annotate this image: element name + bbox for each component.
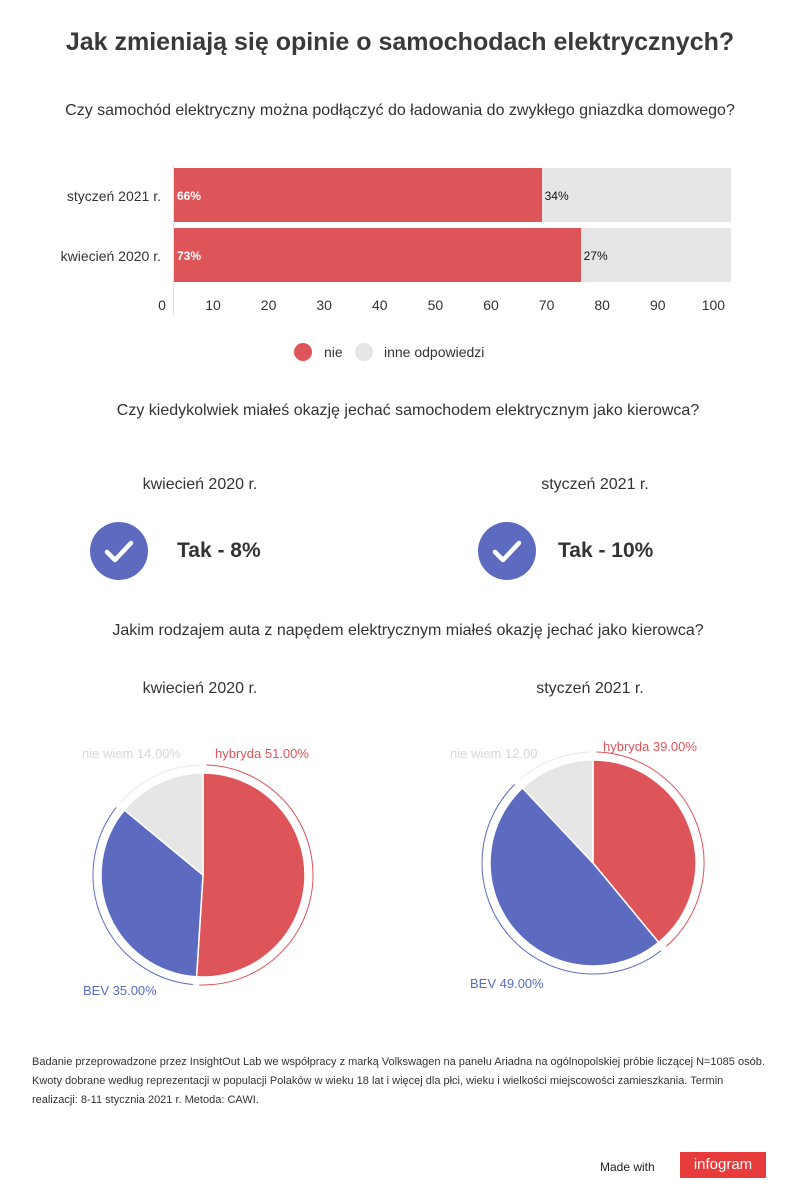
legend-label-nie: nie — [324, 344, 343, 360]
bar-category-label: styczeń 2021 r. — [66, 188, 161, 204]
bar-value-label: 66% — [177, 189, 202, 203]
legend-swatch-inne — [355, 343, 373, 361]
pie-data-label: BEV 35.00% — [83, 983, 157, 998]
x-tick-label: 50 — [427, 297, 444, 313]
bar-chart-title: Czy samochód elektryczny można podłączyć… — [65, 102, 735, 119]
pie-slice-nie-wiem — [521, 759, 594, 865]
bar-value-label: 27% — [583, 249, 608, 263]
pie-data-label: nie wiem 12.00 — [450, 746, 537, 761]
page-title: Jak zmieniają się opinie o samochodach e… — [65, 28, 735, 56]
x-tick-label: 20 — [260, 297, 277, 313]
pie-slice-bracket — [519, 751, 590, 781]
made-with-label: Made with — [600, 1160, 655, 1174]
axis-line — [173, 165, 174, 315]
pie-slice-BEV — [489, 786, 660, 967]
period-label: kwiecień 2020 r. — [142, 476, 258, 493]
pie-data-label: hybryda 39.00% — [603, 739, 697, 754]
x-tick-label: 10 — [205, 297, 221, 313]
pie-data-label: BEV 49.00% — [470, 976, 544, 991]
pie-slice-bracket — [481, 784, 662, 975]
pie-slice-hybryda — [592, 759, 697, 944]
result-value: Tak - 8% — [177, 539, 261, 562]
x-tick-label: 30 — [316, 297, 332, 313]
driver-question-title: Czy kiedykolwiek miałeś okazję jechać sa… — [116, 402, 700, 419]
result-value: Tak - 10% — [558, 539, 654, 562]
pie-question-title: Jakim rodzajem auta z napędem elektryczn… — [112, 622, 704, 639]
legend-swatch-nie — [294, 343, 312, 361]
period-label: styczeń 2021 r. — [541, 476, 649, 493]
bar-category-label: kwiecień 2020 r. — [60, 248, 161, 264]
check-circle-icon — [478, 522, 536, 580]
pie-slice-bracket — [92, 807, 193, 986]
x-tick-label: 60 — [483, 297, 499, 313]
pie-slice-bracket — [596, 751, 705, 947]
check-circle-icon — [90, 522, 148, 580]
pie-slice-hybryda — [195, 772, 306, 978]
pie-data-label: hybryda 51.00% — [215, 746, 309, 761]
bar-track — [174, 228, 731, 282]
pie-data-label: nie wiem 14.00% — [82, 746, 181, 761]
pie-slice-nie-wiem — [123, 772, 204, 877]
bar-track — [174, 168, 731, 222]
x-tick-label: 80 — [594, 297, 610, 313]
pie-slice-bracket — [120, 764, 200, 803]
bar-nie — [174, 168, 542, 222]
infogram-logo[interactable]: infogram — [680, 1152, 766, 1178]
pie-title: kwiecień 2020 r. — [142, 680, 258, 697]
bar-value-label: 34% — [544, 189, 569, 203]
pie-title: styczeń 2021 r. — [536, 680, 644, 697]
pie-charts: hybryda 51.00%BEV 35.00%nie wiem 14.00% … — [82, 739, 705, 998]
x-tick-label: 90 — [650, 297, 666, 313]
bar-nie — [174, 228, 581, 282]
x-tick-label: 70 — [538, 297, 555, 313]
pie-slice-BEV — [100, 808, 204, 978]
bar-value-label: 73% — [177, 249, 202, 263]
x-tick-label: 40 — [372, 297, 388, 313]
x-tick-label: 0 — [158, 297, 166, 313]
pie-slice-bracket — [199, 764, 314, 986]
x-tick-label: 100 — [701, 297, 726, 313]
source-note: Badanie przeprowadzone przez InsightOut … — [32, 1056, 765, 1106]
legend-label-inne: inne odpowiedzi — [384, 344, 485, 360]
